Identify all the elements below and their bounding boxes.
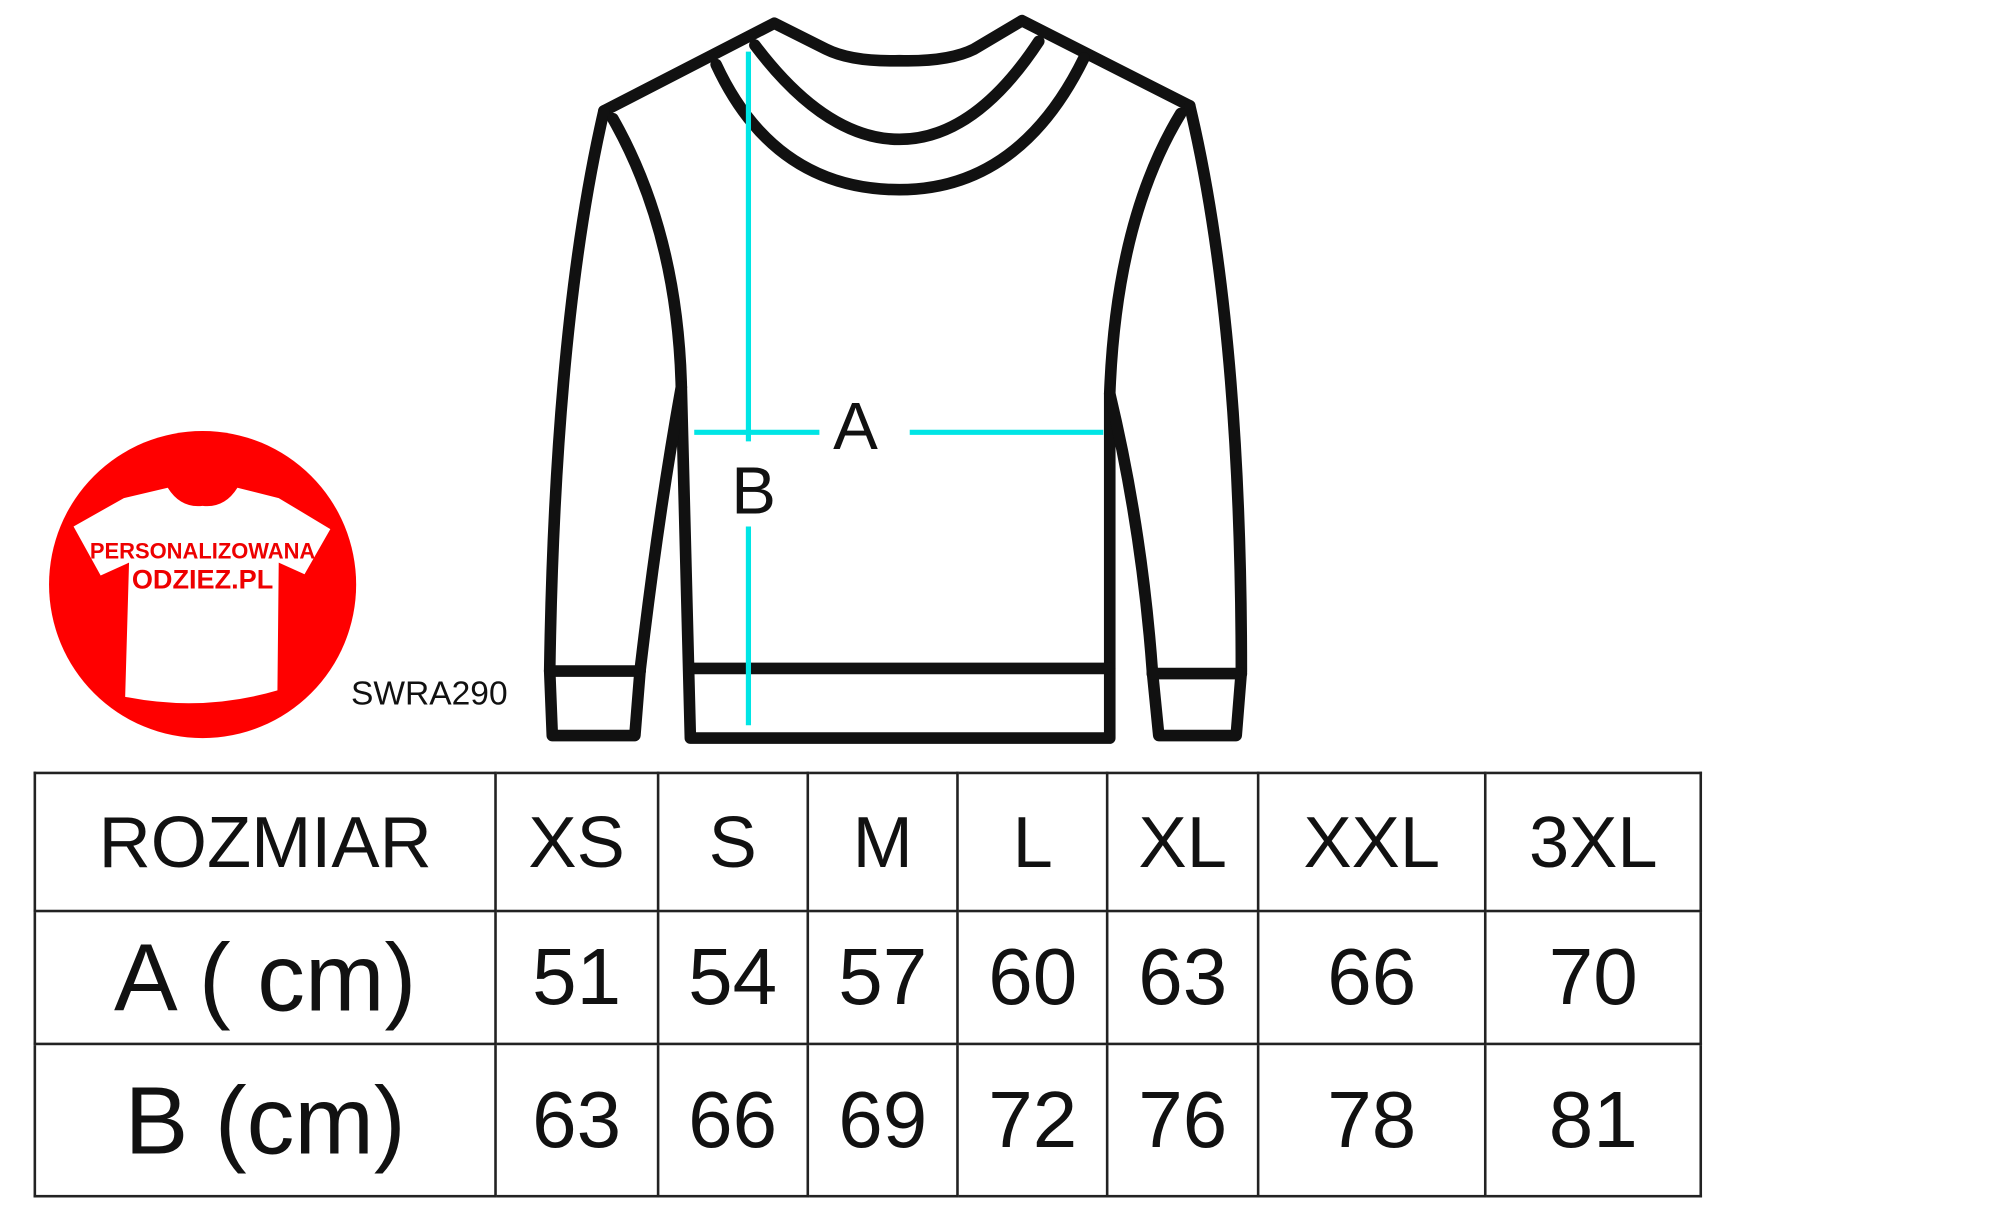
cell: 81 bbox=[1484, 1042, 1703, 1198]
row-label: A ( cm) bbox=[33, 909, 497, 1046]
measure-lines bbox=[694, 51, 1104, 726]
table-row: B (cm) 63 66 69 72 76 78 81 bbox=[33, 1042, 1703, 1198]
header-cell: ROZMIAR bbox=[33, 771, 497, 913]
cell: 51 bbox=[494, 909, 659, 1046]
cell: 63 bbox=[494, 1042, 659, 1198]
logo-text-1: PERSONALIZOWANA bbox=[90, 539, 315, 564]
table-row: A ( cm) 51 54 57 60 63 66 70 bbox=[33, 909, 1703, 1046]
header-cell: M bbox=[806, 771, 960, 913]
label-b: B bbox=[731, 454, 776, 529]
cell: 76 bbox=[1106, 1042, 1260, 1198]
header-row: ROZMIAR XS S M L XL XXL 3XL bbox=[33, 771, 1703, 913]
cell: 72 bbox=[956, 1042, 1110, 1198]
cell: 63 bbox=[1106, 909, 1260, 1046]
cell: 78 bbox=[1256, 1042, 1488, 1198]
logo: PERSONALIZOWANA ODZIEZ.PL bbox=[49, 430, 357, 739]
cell: 57 bbox=[806, 909, 960, 1046]
header-cell: XXL bbox=[1256, 771, 1488, 913]
header-cell: 3XL bbox=[1484, 771, 1703, 913]
sweatshirt-outline bbox=[543, 14, 1248, 744]
cell: 69 bbox=[806, 1042, 960, 1198]
size-table: ROZMIAR XS S M L XL XXL 3XL A ( cm) 51 5… bbox=[33, 771, 1703, 1198]
product-code: SWRA290 bbox=[350, 673, 508, 713]
cell: 70 bbox=[1484, 909, 1703, 1046]
logo-text-2: ODZIEZ.PL bbox=[132, 563, 273, 594]
cell: 54 bbox=[656, 909, 809, 1046]
header-cell: XS bbox=[494, 771, 659, 913]
header-cell: XL bbox=[1106, 771, 1260, 913]
header-cell: S bbox=[656, 771, 809, 913]
row-label: B (cm) bbox=[33, 1042, 497, 1198]
sweatshirt-diagram: PERSONALIZOWANA ODZIEZ.PL A B bbox=[49, 14, 1248, 744]
cell: 60 bbox=[956, 909, 1110, 1046]
cell: 66 bbox=[656, 1042, 809, 1198]
label-a: A bbox=[833, 389, 878, 464]
header-cell: L bbox=[956, 771, 1110, 913]
cell: 66 bbox=[1256, 909, 1488, 1046]
